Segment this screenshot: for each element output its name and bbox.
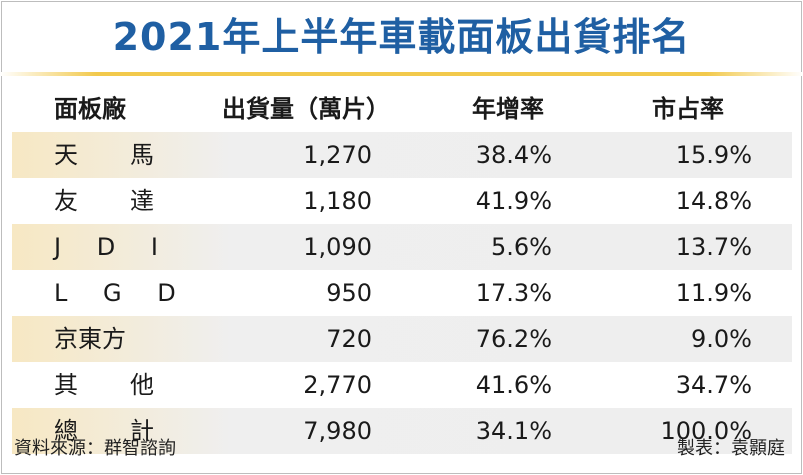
manufacturer-name: J D I xyxy=(54,233,172,261)
header-share: 市占率 xyxy=(652,95,724,123)
manufacturer-name: 京東方 xyxy=(54,325,126,353)
manufacturer-name: 總 計 xyxy=(54,417,168,445)
table-row: 京東方 720 76.2% 9.0% xyxy=(12,316,792,362)
table-header-row: 面板廠 出貨量（萬片） 年增率 市占率 xyxy=(12,86,792,132)
growth-value: 38.4% xyxy=(475,141,552,169)
share-value: 13.7% xyxy=(675,233,752,261)
shipment-value: 720 xyxy=(326,325,372,353)
table-row: L G D 950 17.3% 11.9% xyxy=(12,270,792,316)
header-shipment: 出貨量（萬片） xyxy=(222,95,390,123)
growth-value: 76.2% xyxy=(475,325,552,353)
manufacturer-name: 其 他 xyxy=(54,371,168,399)
share-value: 100.0% xyxy=(660,417,752,445)
growth-value: 34.1% xyxy=(475,417,552,445)
growth-value: 41.6% xyxy=(475,371,552,399)
share-value: 11.9% xyxy=(675,279,752,307)
page-title: 2021年上半年車載面板出貨排名 xyxy=(112,15,691,59)
manufacturer-name: 友 達 xyxy=(54,187,168,215)
shipment-value: 1,270 xyxy=(303,141,372,169)
share-value: 34.7% xyxy=(675,371,752,399)
table-row: 其 他 2,770 41.6% 34.7% xyxy=(12,362,792,408)
source-note: 資料來源：群智諮詢 xyxy=(14,438,176,459)
header-growth: 年增率 xyxy=(472,95,544,123)
share-value: 15.9% xyxy=(675,141,752,169)
growth-value: 5.6% xyxy=(491,233,552,261)
growth-value: 41.9% xyxy=(475,187,552,215)
shipment-value: 2,770 xyxy=(303,371,372,399)
shipment-value: 1,090 xyxy=(303,233,372,261)
table-row-total: 總 計 7,980 34.1% 100.0% xyxy=(12,408,792,454)
manufacturer-name: 天 馬 xyxy=(54,141,168,169)
table-row: 天 馬 1,270 38.4% 15.9% xyxy=(12,132,792,178)
ranking-table: 面板廠 出貨量（萬片） 年增率 市占率 天 馬 1,270 38.4% 15.9… xyxy=(12,86,792,454)
shipment-value: 7,980 xyxy=(303,417,372,445)
table-row: J D I 1,090 5.6% 13.7% xyxy=(12,224,792,270)
table-row: 友 達 1,180 41.9% 14.8% xyxy=(12,178,792,224)
growth-value: 17.3% xyxy=(475,279,552,307)
header-manufacturer: 面板廠 xyxy=(54,95,126,123)
title-divider xyxy=(0,72,803,76)
share-value: 14.8% xyxy=(675,187,752,215)
share-value: 9.0% xyxy=(691,325,752,353)
manufacturer-name: L G D xyxy=(54,279,190,307)
credit-note: 製表：袁顥庭 xyxy=(677,438,785,459)
shipment-value: 1,180 xyxy=(303,187,372,215)
shipment-value: 950 xyxy=(326,279,372,307)
